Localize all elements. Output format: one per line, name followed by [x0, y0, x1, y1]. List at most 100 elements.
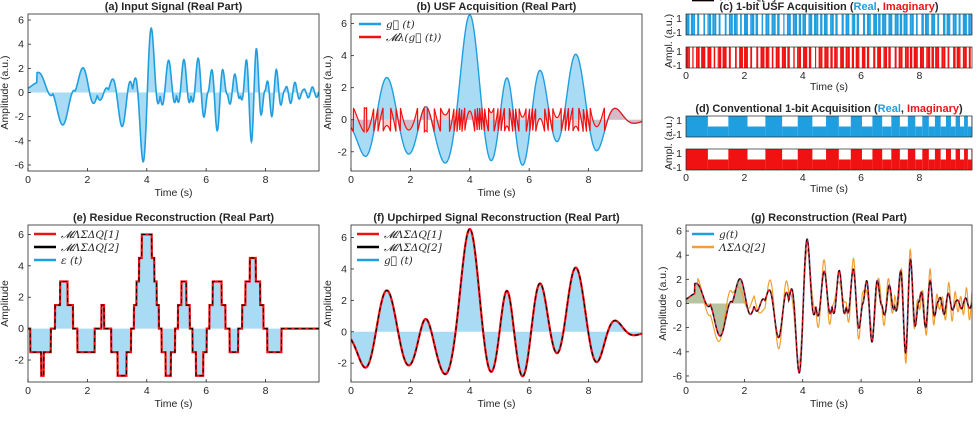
- bit-mark: [845, 14, 848, 35]
- bit-mark: [907, 149, 916, 170]
- bit-mark: [838, 159, 851, 170]
- bit-mark: [808, 47, 812, 68]
- bit-mark: [703, 47, 706, 68]
- bit-mark: [915, 126, 923, 137]
- y-tick-label: -6: [15, 159, 24, 171]
- bit-mark: [947, 47, 950, 68]
- legend-label: 𝓜ΛΣΔQ[2]: [384, 242, 443, 254]
- x-tick-label: 6: [858, 172, 864, 184]
- legend: 𝓜ΛΣΔQ[1]𝓜ΛΣΔQ[2]: [692, 0, 778, 3]
- x-tick-label: 2: [741, 385, 747, 397]
- bit-mark: [783, 14, 785, 35]
- legend-label: ΛΣΔQ[2]: [718, 242, 766, 254]
- bit-mark: [693, 14, 695, 35]
- legend-label: 𝓜ΛΣΔQ[1]: [719, 0, 778, 3]
- legend: 𝓜ΛΣΔQ[1]𝓜ΛΣΔQ[2]g⃗ (t): [357, 229, 443, 267]
- y-axis-label: Amplitude (a.u.): [0, 55, 11, 129]
- title-part-title_sep: ,: [877, 1, 883, 13]
- panel-e: 0 2 4 6 8 -2 0 2 4 6 (e) Residue Reconstruction (R…: [0, 212, 320, 410]
- bit-mark: [804, 14, 806, 35]
- y-tick-label: 2: [341, 82, 347, 94]
- bit-mark: [792, 14, 795, 35]
- y-tick-label: -1: [673, 162, 682, 174]
- x-tick-label: 0: [348, 174, 354, 186]
- bit-mark: [862, 14, 865, 35]
- bit-mark: [826, 149, 839, 170]
- x-tick-label: 0: [683, 172, 689, 184]
- x-tick-label: 2: [407, 174, 413, 186]
- bit-mark: [851, 47, 855, 68]
- panel-title: (a) Input Signal (Real Part): [105, 1, 243, 13]
- x-tick-label: 8: [917, 70, 923, 82]
- x-tick-label: 4: [144, 385, 150, 397]
- bit-mark: [964, 116, 968, 137]
- legend: g(t)ΛΣΔQ[2]: [692, 229, 766, 254]
- bit-mark: [855, 47, 859, 68]
- y-tick-label: -1: [673, 129, 682, 141]
- y-tick-label: 0: [18, 87, 24, 99]
- panel-title: (b) USF Acquisition (Real Part): [417, 1, 577, 13]
- bit-mark: [826, 14, 828, 35]
- bit-mark: [728, 47, 731, 68]
- bit-mark: [834, 47, 837, 68]
- x-tick-label: 2: [741, 172, 747, 184]
- y-tick-label: 4: [676, 250, 682, 262]
- bit-mark: [900, 47, 903, 68]
- bit-mark: [906, 47, 909, 68]
- y-tick-label: 2: [341, 295, 347, 307]
- bit-mark: [709, 47, 712, 68]
- bit-mark: [877, 47, 880, 68]
- panel-title: (g) Reconstruction (Real Part): [751, 212, 907, 224]
- bit-mark: [899, 126, 908, 137]
- title-part-title_imag: Imaginary: [883, 1, 936, 13]
- bit-mark: [797, 47, 799, 68]
- y-tick-label: 1: [676, 115, 682, 127]
- x-tick-label: 2: [407, 385, 413, 397]
- bit-mark: [915, 14, 918, 35]
- bit-mark: [697, 47, 700, 68]
- series-line-g: [28, 26, 319, 163]
- bit-mark: [953, 47, 956, 68]
- bit-mark: [687, 14, 690, 35]
- x-tick-label: 6: [203, 174, 209, 186]
- x-tick-label: 2: [741, 70, 747, 82]
- x-axis-label: Time (s): [154, 187, 192, 199]
- bit-mark: [926, 47, 928, 68]
- bit-mark: [798, 47, 801, 68]
- bit-mark: [878, 14, 881, 35]
- y-tick-label: 0: [341, 326, 347, 338]
- bit-mark: [861, 159, 873, 170]
- bit-mark: [959, 47, 961, 68]
- title-part-title_end: ): [935, 1, 939, 13]
- bit-mark: [958, 14, 961, 35]
- bit-mark: [688, 47, 690, 68]
- bit-mark: [730, 14, 733, 35]
- title-part-title: (d) Conventional 1-bit Acquisition (: [695, 103, 878, 115]
- bit-mark: [905, 14, 908, 35]
- bit-mark: [873, 47, 876, 68]
- title-part-title_end: ): [959, 103, 963, 115]
- bit-mark: [831, 14, 834, 35]
- bit-mark: [928, 126, 935, 137]
- bit-mark: [826, 116, 839, 137]
- legend-label: g⃗ (t): [386, 19, 415, 31]
- bit-mark: [735, 47, 737, 68]
- bit-mark: [940, 126, 946, 137]
- bit-mark: [826, 47, 829, 68]
- y-tick-label: 6: [676, 226, 682, 238]
- bit-mark: [771, 47, 774, 68]
- bit-row-real: 1-1: [673, 13, 973, 39]
- bit-mark: [773, 14, 776, 35]
- panel-b: 0 2 4 6 8 -2 0 2 4 6 (b) USF Acquisition (Real Par…: [322, 1, 643, 199]
- title-part-title_imag: Imaginary: [907, 103, 960, 115]
- bit-mark: [922, 116, 929, 137]
- y-axis-label: Amplitude: [322, 280, 334, 327]
- bit-mark: [750, 47, 753, 68]
- title-part-title: (c) 1-bit USF Acquisition (: [719, 1, 853, 13]
- bit-mark: [959, 126, 965, 137]
- x-axis-label: Time (s): [477, 187, 515, 199]
- series-line-lsdq2: [686, 238, 972, 374]
- x-tick-label: 0: [25, 174, 31, 186]
